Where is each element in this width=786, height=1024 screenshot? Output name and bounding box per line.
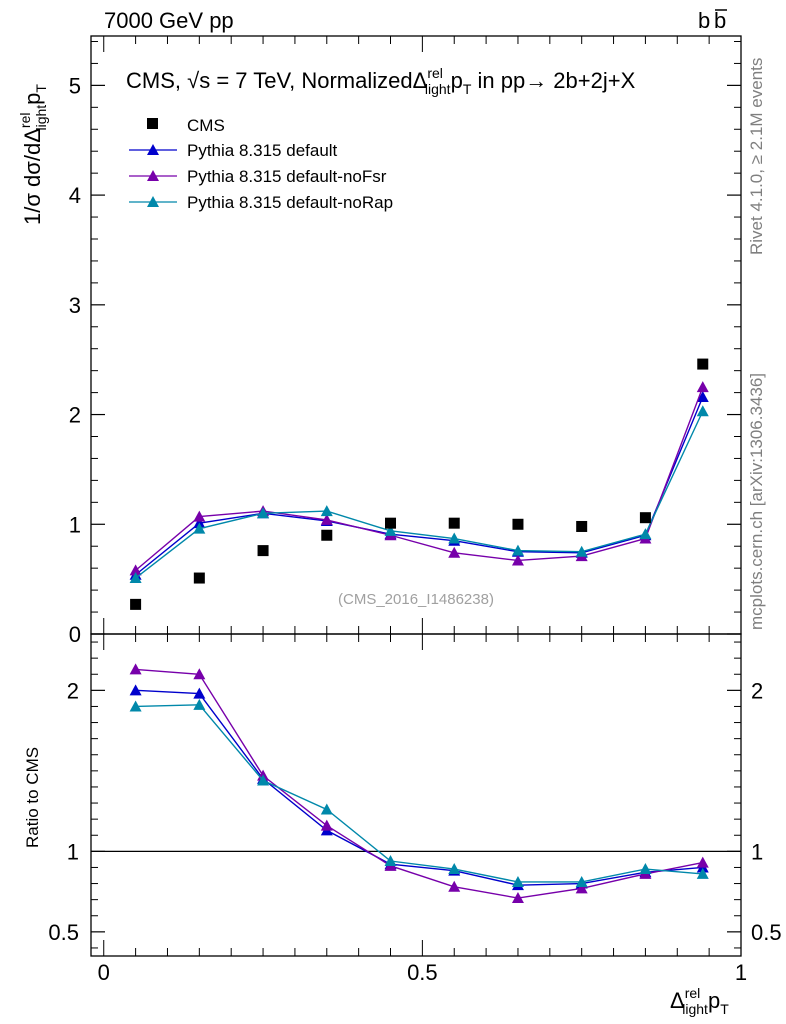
series-marker-ratio-1 <box>696 856 709 868</box>
xtick-label: 1 <box>735 960 747 985</box>
legend-marker-default <box>147 144 159 155</box>
series-marker-main-2 <box>639 528 652 540</box>
series-marker-main-0 <box>696 390 709 402</box>
series-marker-main-1 <box>193 510 206 522</box>
legend-label-cms: CMS <box>187 116 225 135</box>
series-marker-ratio-1 <box>448 880 461 892</box>
series-marker-ratio-1 <box>575 882 588 894</box>
analysis-watermark: (CMS_2016_I1486238) <box>338 591 494 608</box>
cms-data-point <box>639 512 651 524</box>
legend-marker-norap <box>147 196 159 207</box>
cms-data-point <box>321 529 333 541</box>
mcplots-label: mcplots.cern.ch [arXiv:1306.3436] <box>747 373 766 630</box>
series-marker-ratio-2 <box>696 867 709 879</box>
cms-data-point <box>257 545 269 557</box>
cms-data-point <box>385 517 397 529</box>
legend-marker-cms <box>147 118 158 129</box>
series-marker-main-2 <box>448 532 461 544</box>
series-layer <box>129 381 709 904</box>
ratio-ytick-label: 2 <box>67 678 79 703</box>
series-line-ratio-1 <box>135 668 703 899</box>
ratio-ytick-label-right: 1 <box>751 839 763 864</box>
legend-label-nofsr: Pythia 8.315 default-noFsr <box>187 167 387 186</box>
series-marker-ratio-1 <box>193 668 206 680</box>
series-marker-ratio-1 <box>511 892 524 904</box>
series-marker-ratio-2 <box>639 863 652 875</box>
series-marker-main-2 <box>320 505 333 517</box>
header-right-over: b <box>714 8 726 33</box>
series-marker-ratio-2 <box>129 700 142 712</box>
series-marker-ratio-0 <box>129 684 142 696</box>
ratio-ylabel: Ratio to CMS <box>23 747 42 848</box>
data-layer <box>130 358 709 610</box>
header-right-base: b <box>698 8 710 33</box>
cms-data-point <box>576 520 588 532</box>
cms-data-point <box>697 358 709 370</box>
main-ytick-label: 0 <box>69 622 81 647</box>
series-marker-main-2 <box>511 544 524 556</box>
header-right: b b <box>698 8 727 33</box>
series-line-main-2 <box>135 410 704 579</box>
series-marker-ratio-2 <box>448 863 461 875</box>
series-marker-ratio-1 <box>320 819 333 831</box>
plot-title: CMS, √s = 7 TeV, NormalizedΔrel lightpT i… <box>126 65 636 97</box>
ratio-frame <box>90 633 742 957</box>
cms-data-point <box>512 518 524 530</box>
series-marker-main-1 <box>129 564 142 576</box>
main-ylabel: 1/σ dσ/dΔrellightpT <box>17 84 49 225</box>
series-marker-main-1 <box>696 381 709 393</box>
main-ytick-label: 5 <box>69 73 81 98</box>
main-ytick-label: 1 <box>69 512 81 537</box>
legend-label-norap: Pythia 8.315 default-noRap <box>187 193 393 212</box>
series-marker-ratio-2 <box>575 875 588 887</box>
series-marker-main-2 <box>696 405 709 417</box>
main-ytick-label: 3 <box>69 293 81 318</box>
ratio-ytick-label: 0.5 <box>48 920 79 945</box>
main-ytick-label: 2 <box>69 403 81 428</box>
series-marker-ratio-1 <box>129 663 142 675</box>
xtick-label: 0 <box>98 960 110 985</box>
series-marker-main-2 <box>193 522 206 534</box>
series-marker-ratio-2 <box>193 698 206 710</box>
series-marker-main-2 <box>384 524 397 536</box>
cms-data-point <box>193 572 205 584</box>
main-ytick-label: 4 <box>69 183 81 208</box>
xtick-label: 0.5 <box>407 960 438 985</box>
main-axis-ticks: 0 1 2 3 4 5 <box>69 40 741 647</box>
xlabel: Δrel lightpT <box>670 985 729 1017</box>
series-marker-ratio-2 <box>511 875 524 887</box>
ratio-ytick-label-right: 2 <box>751 678 763 703</box>
series-marker-main-2 <box>129 572 142 584</box>
x-axis-ticks: 0 0.5 1 <box>98 36 747 985</box>
series-line-ratio-2 <box>135 704 703 883</box>
series-line-main-1 <box>135 386 704 571</box>
legend-label-default: Pythia 8.315 default <box>187 141 338 160</box>
rivet-label: Rivet 4.1.0, ≥ 2.1M events <box>747 58 766 255</box>
ratio-axis-ticks: 0.5 0.5 1 1 2 2 <box>48 641 782 949</box>
series-line-main-0 <box>135 396 704 576</box>
series-marker-ratio-2 <box>384 855 397 867</box>
series-marker-main-2 <box>257 507 270 519</box>
series-line-ratio-0 <box>135 689 703 886</box>
ratio-ytick-label: 1 <box>67 839 79 864</box>
series-marker-main-2 <box>575 545 588 557</box>
series-marker-ratio-2 <box>320 803 333 815</box>
series-marker-main-1 <box>511 554 524 566</box>
series-marker-ratio-0 <box>193 687 206 699</box>
cms-data-point <box>130 598 142 610</box>
series-marker-main-1 <box>448 546 461 558</box>
series-marker-main-1 <box>320 513 333 525</box>
header-left: 7000 GeV pp <box>104 8 234 33</box>
legend: CMS Pythia 8.315 default Pythia 8.315 de… <box>129 116 393 212</box>
cms-data-point <box>448 517 460 529</box>
series-marker-ratio-2 <box>257 774 270 786</box>
ratio-ytick-label-right: 0.5 <box>751 920 782 945</box>
legend-marker-nofsr <box>147 170 159 181</box>
